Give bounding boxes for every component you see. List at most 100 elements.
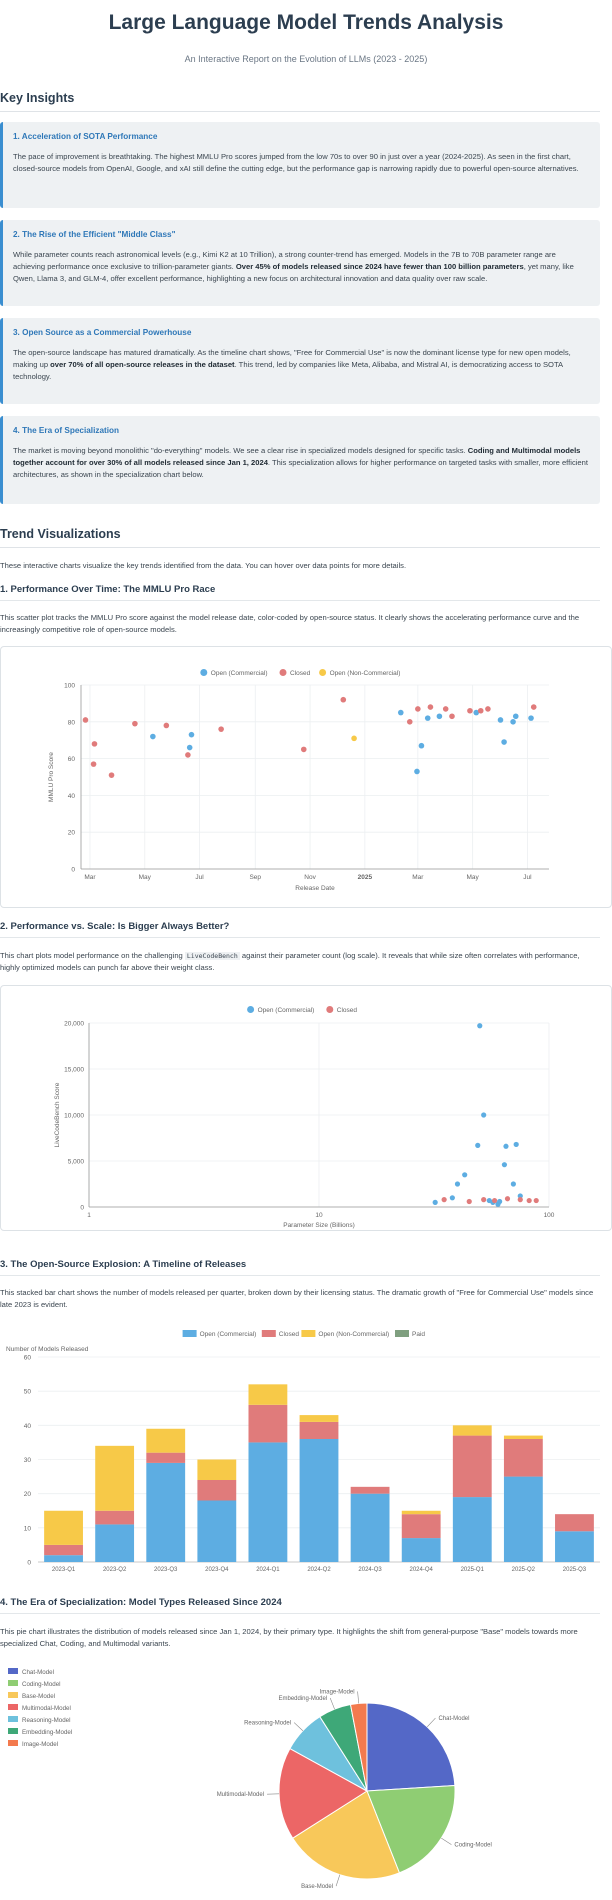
data-point <box>517 1193 523 1199</box>
legend-swatch <box>247 1006 255 1013</box>
data-point <box>427 704 434 710</box>
data-point <box>504 1196 511 1202</box>
legend-label: Reasoning-Model <box>22 1717 71 1724</box>
x-tick-label: 2023-Q4 <box>205 1567 229 1572</box>
pie-slice <box>366 1702 456 1792</box>
data-point <box>436 713 443 720</box>
insight-highlight: Over 45% of models released since 2024 h… <box>235 262 524 272</box>
y-tick-label: 60 <box>24 1355 32 1362</box>
legend-label: Coding-Model <box>22 1681 61 1688</box>
data-point <box>414 768 420 775</box>
bar-segment <box>299 1415 339 1422</box>
x-tick-label: 2024-Q2 <box>307 1567 331 1572</box>
bar-segment <box>555 1531 594 1562</box>
insight-title: 4. The Era of Specialization <box>13 426 120 435</box>
legend-swatch <box>8 1704 18 1710</box>
legend-label: Closed <box>279 1331 300 1338</box>
legend-swatch <box>8 1668 18 1674</box>
x-tick-label: 2024-Q4 <box>410 1567 434 1572</box>
bar-segment <box>146 1452 186 1463</box>
insight-card-4: 4. The Era of Specialization The market … <box>0 416 600 504</box>
legend-swatch <box>8 1680 18 1686</box>
bar-segment <box>350 1493 390 1562</box>
bar-segment <box>503 1476 543 1562</box>
legend-label: Chat-Model <box>22 1669 54 1676</box>
y-tick-label: 80 <box>68 719 76 726</box>
x-tick-label: May <box>139 874 152 881</box>
bar-segment <box>350 1486 390 1494</box>
insight-title: 3. Open Source as a Commercial Powerhous… <box>13 328 192 337</box>
pie-label: Multimodal-Model <box>217 1792 264 1798</box>
legend-swatch <box>182 1330 197 1337</box>
data-point <box>477 1023 483 1029</box>
x-tick-label: 10 <box>315 1212 323 1219</box>
legend-swatch <box>261 1330 276 1337</box>
insight-highlight: Coding and Multimodal models together ac… <box>13 446 581 468</box>
data-point <box>186 744 193 751</box>
legend-swatch <box>8 1692 18 1698</box>
livecode-scatter-chart: Open (Commercial) Closed 0 5,000 10,000 15,00… <box>54 1006 555 1229</box>
bar-segment <box>503 1435 543 1439</box>
pie-label: Chat-Model <box>438 1716 469 1722</box>
y-tick-label: 50 <box>24 1389 32 1396</box>
bar-segment <box>95 1510 135 1525</box>
data-point <box>415 706 421 712</box>
x-tick-label: Nov <box>304 874 316 881</box>
bar-segment <box>299 1439 339 1562</box>
pie-label: Base-Model <box>301 1884 333 1890</box>
data-point <box>418 742 425 749</box>
data-point <box>150 733 156 740</box>
data-point <box>340 696 347 703</box>
y-tick-label: 100 <box>64 683 75 690</box>
chart2-description: This chart plots model performance on th… <box>0 951 580 972</box>
legend-swatch <box>200 669 208 676</box>
data-point <box>485 706 491 712</box>
x-tick-label: 2024-Q1 <box>256 1567 280 1572</box>
data-point <box>467 707 473 714</box>
model-types-pie-chart: Chat-Model Coding-Model Base-Model Multimod… <box>8 1668 492 1890</box>
chart2-divider <box>0 937 600 938</box>
pie-slice <box>292 1790 401 1880</box>
chart4-divider <box>0 1613 600 1614</box>
page-subtitle: An Interactive Report on the Evolution o… <box>184 54 428 64</box>
pie-leader-line <box>329 1697 335 1710</box>
data-point <box>497 717 504 723</box>
pie-label: Image-Model <box>320 1689 355 1695</box>
bar-segment <box>401 1514 441 1539</box>
data-point <box>163 722 170 729</box>
y-tick-label: 15,000 <box>64 1067 84 1074</box>
data-point <box>475 1142 481 1148</box>
releases-bar-chart: Open (Commercial) Closed Open (Non-Commerc… <box>6 1330 600 1572</box>
x-axis-title: Release Date <box>295 885 335 892</box>
x-axis-title: Parameter Size (Billions) <box>283 1222 355 1229</box>
insight-title: 1. Acceleration of SOTA Performance <box>13 132 158 141</box>
legend-swatch <box>8 1740 18 1746</box>
benchmark-name: LiveCodeBench <box>184 952 240 960</box>
y-tick-label: 5,000 <box>68 1159 85 1166</box>
x-tick-label: 2023-Q1 <box>52 1567 76 1572</box>
bar-segment <box>401 1510 441 1515</box>
data-point <box>185 752 191 758</box>
bar-segment <box>197 1480 237 1501</box>
chart3-divider <box>0 1275 600 1276</box>
data-point <box>497 1198 503 1205</box>
legend-label: Open (Commercial) <box>200 1331 257 1338</box>
data-point <box>82 717 89 723</box>
y-tick-label: 0 <box>71 867 75 874</box>
data-point <box>481 1197 487 1203</box>
pie-leader-line <box>441 1837 452 1845</box>
legend-swatch <box>8 1728 18 1734</box>
legend-label: Closed <box>290 670 311 677</box>
bar-segment <box>95 1445 135 1511</box>
legend-label: Embedding-Model <box>22 1729 72 1736</box>
insights-heading: Key Insights <box>0 91 75 105</box>
chart2-heading: 2. Performance vs. Scale: Is Bigger Alwa… <box>0 921 230 932</box>
chart4-heading: 4. The Era of Specialization: Model Type… <box>0 1597 282 1608</box>
insights-divider <box>0 111 600 112</box>
pie-label: Reasoning-Model <box>244 1721 291 1727</box>
insight-card-2: 2. The Rise of the Efficient "Middle Cla… <box>0 220 600 306</box>
x-tick-label: Sep <box>249 874 261 881</box>
legend-label: Base-Model <box>22 1693 55 1700</box>
pie-slice <box>278 1747 368 1839</box>
bar-segment <box>95 1524 135 1562</box>
